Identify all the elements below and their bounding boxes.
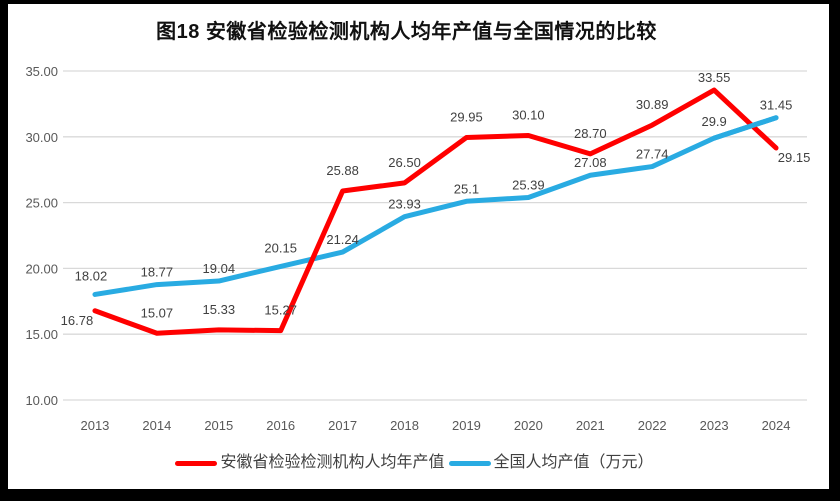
x-tick-label: 2018	[390, 418, 419, 433]
data-label-anhui-2021: 28.70	[574, 126, 607, 141]
screen-edge-top	[0, 0, 840, 4]
x-tick-label: 2017	[328, 418, 357, 433]
data-label-national-2013: 18.02	[75, 268, 108, 283]
data-label-anhui-2016: 15.27	[264, 303, 297, 318]
x-tick-label: 2016	[266, 418, 295, 433]
data-label-anhui-2019: 29.95	[450, 109, 483, 124]
data-label-national-2024: 31.45	[760, 98, 793, 113]
data-label-anhui-2014: 15.07	[141, 305, 174, 320]
chart-title: 图18 安徽省检验检测机构人均年产值与全国情况的比较	[156, 21, 657, 43]
x-tick-label: 2021	[576, 418, 605, 433]
screen-edge-right	[829, 0, 840, 501]
y-tick-label: 35.00	[25, 64, 58, 79]
data-label-national-2020: 25.39	[512, 177, 545, 192]
series-line-national-overlay	[711, 115, 779, 141]
x-tick-label: 2014	[142, 418, 171, 433]
data-label-national-2017: 21.24	[326, 232, 359, 247]
legend-item-anhui: 安徽省检验检测机构人均年产值	[175, 453, 445, 473]
screen-edge-bottom	[0, 489, 840, 501]
x-tick-label: 2023	[700, 418, 729, 433]
chart-legend: 安徽省检验检测机构人均年产值 全国人均产值（万元）	[8, 452, 821, 474]
screen-edge-left	[0, 0, 8, 501]
data-label-anhui-2015: 15.33	[203, 302, 236, 317]
data-label-anhui-2013: 16.78	[61, 313, 94, 328]
data-label-anhui-2022: 30.89	[636, 97, 669, 112]
data-label-national-2015: 19.04	[203, 261, 236, 276]
y-tick-label: 30.00	[25, 130, 58, 145]
data-label-anhui-2024: 29.15	[778, 150, 811, 165]
x-tick-label: 2020	[514, 418, 543, 433]
y-tick-label: 20.00	[25, 261, 58, 276]
legend-line-swatch-red	[175, 460, 218, 466]
x-tick-label: 2022	[638, 418, 667, 433]
legend-item-national: 全国人均产值（万元）	[448, 453, 654, 473]
data-label-national-2021: 27.08	[574, 155, 607, 170]
data-label-anhui-2023: 33.55	[698, 70, 731, 85]
data-label-national-2019: 25.1	[454, 181, 479, 196]
data-label-anhui-2018: 26.50	[388, 155, 421, 170]
data-label-national-2023: 29.9	[701, 114, 726, 129]
data-label-national-2022: 27.74	[636, 147, 669, 162]
x-tick-label: 2019	[452, 418, 481, 433]
series-line-national	[92, 115, 779, 297]
y-tick-label: 15.00	[25, 327, 58, 342]
data-label-national-2014: 18.77	[141, 265, 174, 280]
x-tick-label: 2013	[80, 418, 109, 433]
data-label-national-2018: 23.93	[388, 197, 421, 212]
data-label-national-2016: 20.15	[264, 240, 297, 255]
legend-label-anhui: 安徽省检验检测机构人均年产值	[220, 454, 445, 471]
x-tick-label: 2015	[204, 418, 233, 433]
data-label-anhui-2020: 30.10	[512, 107, 545, 122]
legend-line-swatch-blue	[448, 460, 491, 466]
legend-label-national: 全国人均产值（万元）	[493, 454, 654, 471]
y-tick-label: 25.00	[25, 196, 58, 211]
x-tick-label: 2024	[762, 418, 791, 433]
y-tick-label: 10.00	[25, 393, 58, 408]
series-line-anhui	[92, 87, 779, 336]
data-label-anhui-2017: 25.88	[326, 163, 359, 178]
